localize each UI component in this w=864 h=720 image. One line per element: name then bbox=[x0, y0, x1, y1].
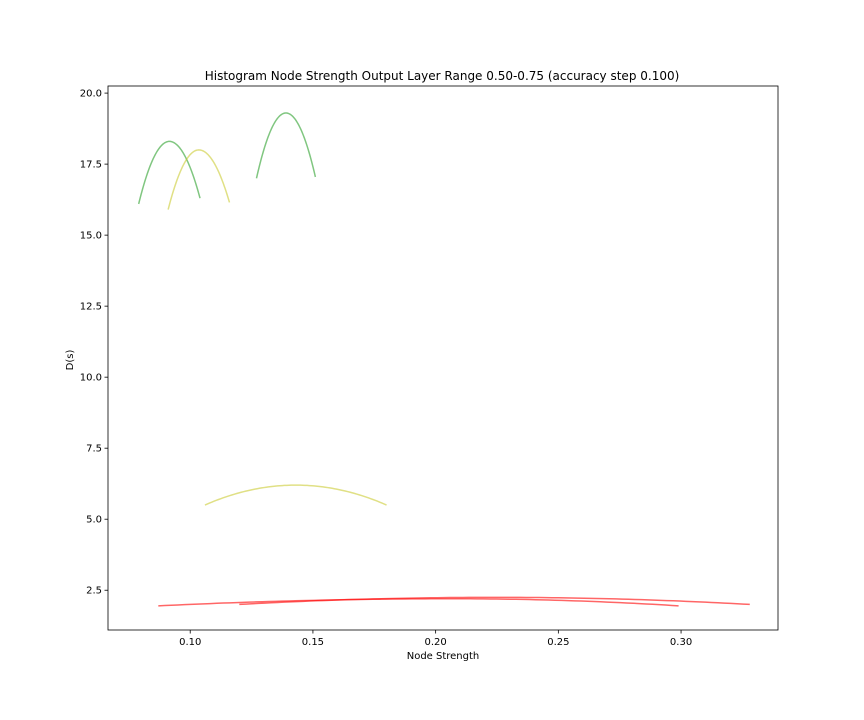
series-curve-4 bbox=[204, 484, 387, 506]
x-axis: 0.10 0.15 0.20 0.25 0.30 bbox=[179, 630, 692, 648]
y-tick-label: 2.5 bbox=[86, 586, 102, 597]
y-tick-label: 17.5 bbox=[80, 160, 102, 171]
x-tick-label: 0.10 bbox=[179, 637, 201, 648]
series-curve-3 bbox=[255, 112, 317, 179]
x-tick-label: 0.30 bbox=[670, 637, 692, 648]
y-axis-label: D(s) bbox=[65, 350, 76, 371]
y-axis: 2.5 5.0 7.5 10.0 12.5 15.0 17.5 20.0 bbox=[80, 89, 108, 597]
plot-frame bbox=[107, 85, 779, 631]
y-tick-label: 10.0 bbox=[80, 373, 102, 384]
x-tick-label: 0.25 bbox=[547, 637, 569, 648]
chart-title: Histogram Node Strength Output Layer Ran… bbox=[205, 69, 680, 83]
y-tick-label: 20.0 bbox=[80, 89, 102, 100]
x-tick-label: 0.15 bbox=[302, 637, 324, 648]
series-curve-5 bbox=[158, 598, 679, 607]
y-tick-label: 7.5 bbox=[86, 444, 102, 455]
y-tick-label: 5.0 bbox=[86, 515, 102, 526]
y-tick-label: 15.0 bbox=[80, 231, 102, 242]
plot-curves bbox=[137, 112, 750, 607]
series-curve-1 bbox=[137, 140, 201, 205]
x-tick-label: 0.20 bbox=[425, 637, 447, 648]
series-curve-2 bbox=[167, 149, 231, 210]
series-curve-6 bbox=[239, 596, 750, 606]
x-axis-label: Node Strength bbox=[407, 651, 480, 662]
y-tick-label: 12.5 bbox=[80, 302, 102, 313]
